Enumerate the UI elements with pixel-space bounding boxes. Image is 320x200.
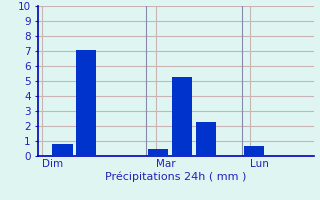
Bar	[76, 49, 96, 156]
Bar	[244, 146, 264, 156]
Bar	[52, 144, 73, 156]
Bar	[148, 148, 168, 156]
Bar	[196, 121, 216, 156]
Bar	[172, 76, 192, 156]
X-axis label: Précipitations 24h ( mm ): Précipitations 24h ( mm )	[105, 172, 247, 182]
